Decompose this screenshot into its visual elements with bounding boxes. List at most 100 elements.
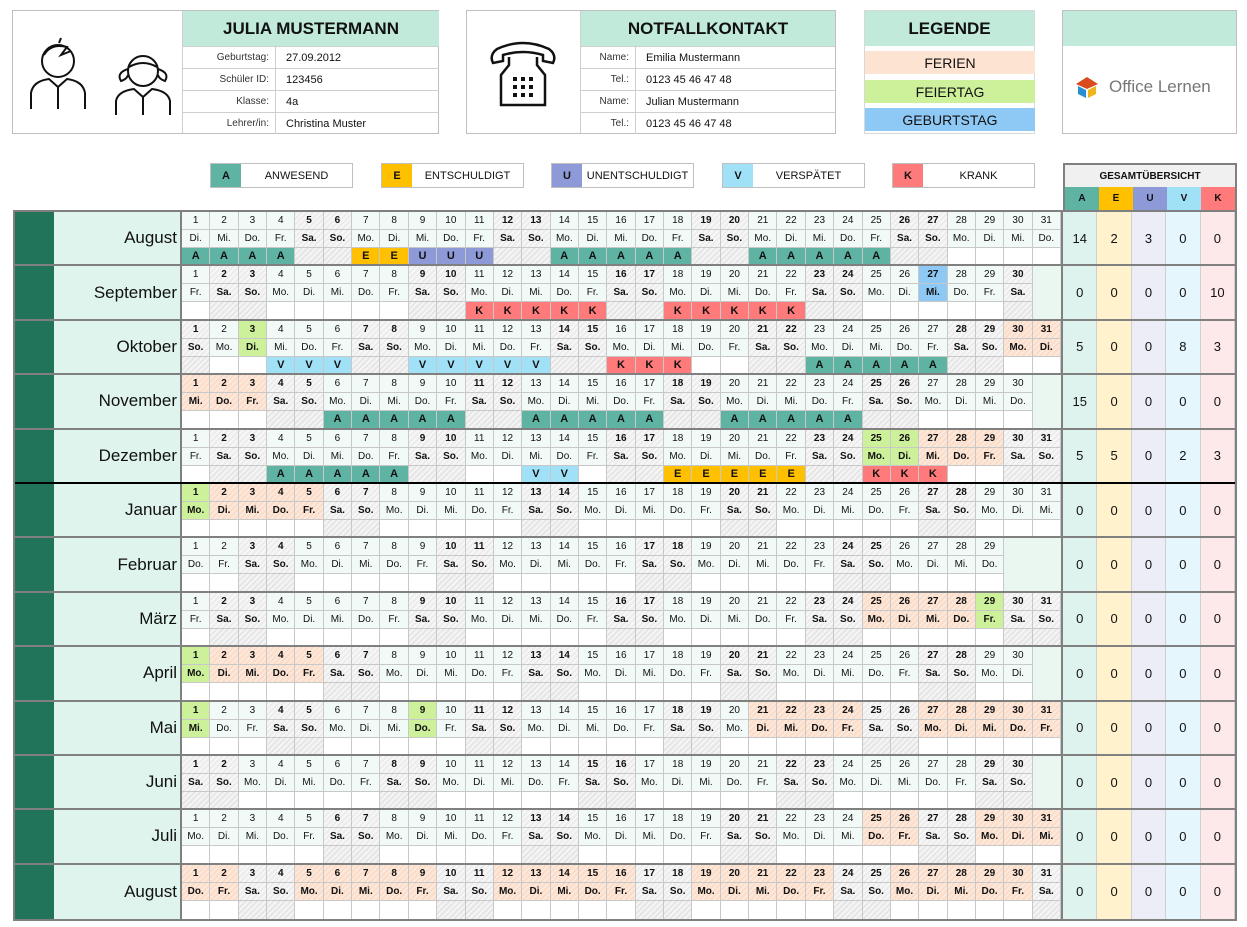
attendance-cell[interactable]	[1004, 900, 1033, 920]
attendance-cell[interactable]: A	[919, 356, 948, 374]
attendance-cell[interactable]	[919, 683, 948, 700]
attendance-cell[interactable]: A	[323, 465, 353, 482]
attendance-cell[interactable]	[578, 628, 608, 646]
attendance-cell[interactable]	[522, 737, 551, 754]
attendance-cell[interactable]	[749, 683, 778, 700]
attendance-cell[interactable]: A	[408, 411, 438, 428]
attendance-cell[interactable]	[323, 574, 353, 591]
attendance-cell[interactable]	[238, 574, 268, 591]
attendance-cell[interactable]: V	[465, 356, 494, 374]
attendance-cell[interactable]	[749, 846, 778, 863]
attendance-cell[interactable]	[380, 574, 409, 591]
attendance-cell[interactable]: A	[805, 411, 835, 428]
attendance-cell[interactable]	[323, 737, 353, 754]
attendance-cell[interactable]	[805, 791, 835, 809]
attendance-cell[interactable]	[210, 574, 239, 591]
attendance-cell[interactable]	[295, 248, 324, 265]
attendance-cell[interactable]: A	[607, 411, 636, 428]
attendance-cell[interactable]	[238, 356, 268, 374]
attendance-cell[interactable]	[267, 519, 296, 537]
attendance-cell[interactable]	[919, 302, 948, 319]
attendance-cell[interactable]	[323, 628, 353, 646]
attendance-cell[interactable]	[465, 411, 494, 428]
attendance-cell[interactable]	[890, 628, 920, 646]
attendance-cell[interactable]	[465, 574, 494, 591]
attendance-cell[interactable]	[295, 737, 324, 754]
attendance-cell[interactable]	[635, 574, 665, 591]
attendance-cell[interactable]	[182, 411, 211, 428]
attendance-cell[interactable]	[890, 411, 920, 428]
attendance-cell[interactable]	[749, 628, 778, 646]
attendance-cell[interactable]	[749, 356, 778, 374]
attendance-cell[interactable]	[777, 356, 806, 374]
attendance-cell[interactable]	[805, 465, 835, 482]
attendance-cell[interactable]	[267, 302, 296, 319]
attendance-cell[interactable]	[692, 846, 721, 863]
attendance-cell[interactable]	[380, 302, 409, 319]
attendance-cell[interactable]: A	[607, 248, 636, 265]
attendance-cell[interactable]	[947, 574, 976, 591]
attendance-cell[interactable]: V	[493, 356, 523, 374]
attendance-cell[interactable]	[437, 683, 466, 700]
attendance-cell[interactable]: K	[635, 356, 665, 374]
attendance-cell[interactable]: K	[578, 302, 608, 319]
attendance-cell[interactable]	[947, 683, 976, 700]
attendance-cell[interactable]	[805, 628, 835, 646]
attendance-cell[interactable]	[465, 900, 494, 920]
attendance-cell[interactable]	[664, 519, 693, 537]
attendance-cell[interactable]	[267, 791, 296, 809]
attendance-cell[interactable]	[465, 683, 494, 700]
attendance-cell[interactable]	[834, 737, 863, 754]
attendance-cell[interactable]	[267, 411, 296, 428]
attendance-cell[interactable]	[777, 846, 806, 863]
attendance-cell[interactable]	[692, 628, 721, 646]
attendance-cell[interactable]	[238, 628, 268, 646]
attendance-cell[interactable]: E	[380, 248, 409, 265]
attendance-cell[interactable]	[947, 791, 976, 809]
attendance-cell[interactable]	[749, 900, 778, 920]
attendance-cell[interactable]	[635, 628, 665, 646]
attendance-cell[interactable]	[1004, 519, 1033, 537]
attendance-cell[interactable]	[550, 900, 579, 920]
attendance-cell[interactable]	[437, 519, 466, 537]
attendance-cell[interactable]: A	[890, 356, 920, 374]
attendance-cell[interactable]: V	[522, 465, 551, 482]
attendance-cell[interactable]	[692, 356, 721, 374]
attendance-cell[interactable]	[578, 574, 608, 591]
attendance-cell[interactable]: A	[578, 411, 608, 428]
attendance-cell[interactable]	[862, 628, 891, 646]
attendance-cell[interactable]: K	[919, 465, 948, 482]
attendance-cell[interactable]	[975, 846, 1005, 863]
attendance-cell[interactable]: A	[777, 248, 806, 265]
attendance-cell[interactable]	[380, 737, 409, 754]
attendance-cell[interactable]	[834, 791, 863, 809]
attendance-cell[interactable]	[975, 737, 1005, 754]
attendance-cell[interactable]	[862, 411, 891, 428]
attendance-cell[interactable]	[607, 519, 636, 537]
attendance-cell[interactable]	[578, 465, 608, 482]
attendance-cell[interactable]	[295, 900, 324, 920]
attendance-cell[interactable]	[1032, 248, 1061, 265]
attendance-cell[interactable]	[578, 900, 608, 920]
attendance-cell[interactable]	[182, 900, 211, 920]
attendance-cell[interactable]	[975, 519, 1005, 537]
attendance-cell[interactable]	[408, 628, 438, 646]
attendance-cell[interactable]	[1004, 846, 1033, 863]
attendance-cell[interactable]	[635, 791, 665, 809]
attendance-cell[interactable]	[834, 574, 863, 591]
attendance-cell[interactable]	[352, 846, 381, 863]
attendance-cell[interactable]	[210, 356, 239, 374]
attendance-cell[interactable]	[664, 737, 693, 754]
attendance-cell[interactable]	[1004, 411, 1033, 428]
attendance-cell[interactable]: A	[323, 411, 353, 428]
attendance-cell[interactable]	[635, 302, 665, 319]
attendance-cell[interactable]	[834, 302, 863, 319]
attendance-cell[interactable]	[1004, 628, 1033, 646]
attendance-cell[interactable]: E	[692, 465, 721, 482]
attendance-cell[interactable]	[975, 683, 1005, 700]
attendance-cell[interactable]	[550, 628, 579, 646]
attendance-cell[interactable]	[408, 737, 438, 754]
attendance-cell[interactable]	[210, 465, 239, 482]
attendance-cell[interactable]	[890, 846, 920, 863]
attendance-cell[interactable]: A	[720, 411, 750, 428]
